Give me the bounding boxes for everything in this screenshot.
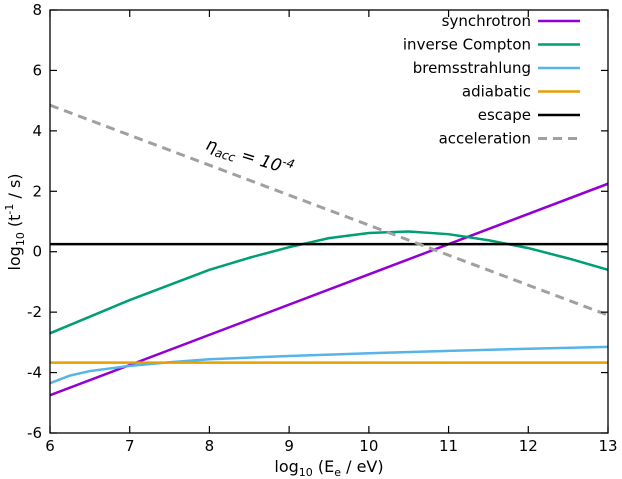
x-tick-label: 7 bbox=[125, 437, 135, 455]
series-line-inverse-compton bbox=[50, 230, 608, 335]
legend-label-adiabatic: adiabatic bbox=[462, 83, 531, 101]
x-tick-label: 8 bbox=[205, 437, 215, 455]
legend-label-synchrotron: synchrotron bbox=[442, 12, 531, 30]
y-tick-label: -6 bbox=[27, 424, 42, 442]
legend: synchrotron inverse Compton bremsstrahlung… bbox=[403, 12, 580, 148]
x-tick-label: 10 bbox=[359, 437, 378, 455]
series-line-acceleration bbox=[50, 103, 608, 317]
x-tick-label: 13 bbox=[598, 437, 617, 455]
y-axis-label: log10 (t-1 / s) bbox=[3, 173, 27, 270]
annotation-eta-acc: ηacc = 10-4 bbox=[203, 132, 296, 182]
y-tick-label: -2 bbox=[27, 303, 42, 321]
y-tick-label: 8 bbox=[32, 1, 42, 19]
y-tick-label: 4 bbox=[32, 122, 42, 140]
plot-frame bbox=[49, 9, 609, 434]
y-tick-label: 6 bbox=[32, 61, 42, 79]
series-line-synchrotron bbox=[50, 182, 608, 397]
series-line-bremsstrahlung bbox=[50, 345, 608, 385]
x-tick-label: 12 bbox=[519, 437, 538, 455]
legend-label-escape: escape bbox=[478, 106, 531, 124]
legend-label-bremsstrahlung: bremsstrahlung bbox=[413, 59, 531, 77]
series-layer bbox=[50, 103, 608, 397]
x-axis-label: log10 (Ee / eV) bbox=[274, 457, 383, 479]
ticks-layer: 6 7 8 9 10 11 12 13 -6 -4 -2 0 2 4 6 8 bbox=[27, 1, 618, 455]
x-tick-label: 6 bbox=[45, 437, 55, 455]
y-tick-label: -4 bbox=[27, 364, 42, 382]
legend-label-inverse-compton: inverse Compton bbox=[403, 36, 531, 54]
legend-label-acceleration: acceleration bbox=[439, 130, 531, 148]
y-tick-label: 2 bbox=[32, 182, 42, 200]
x-tick-label: 11 bbox=[439, 437, 458, 455]
y-tick-label: 0 bbox=[32, 243, 42, 261]
x-tick-label: 9 bbox=[284, 437, 294, 455]
